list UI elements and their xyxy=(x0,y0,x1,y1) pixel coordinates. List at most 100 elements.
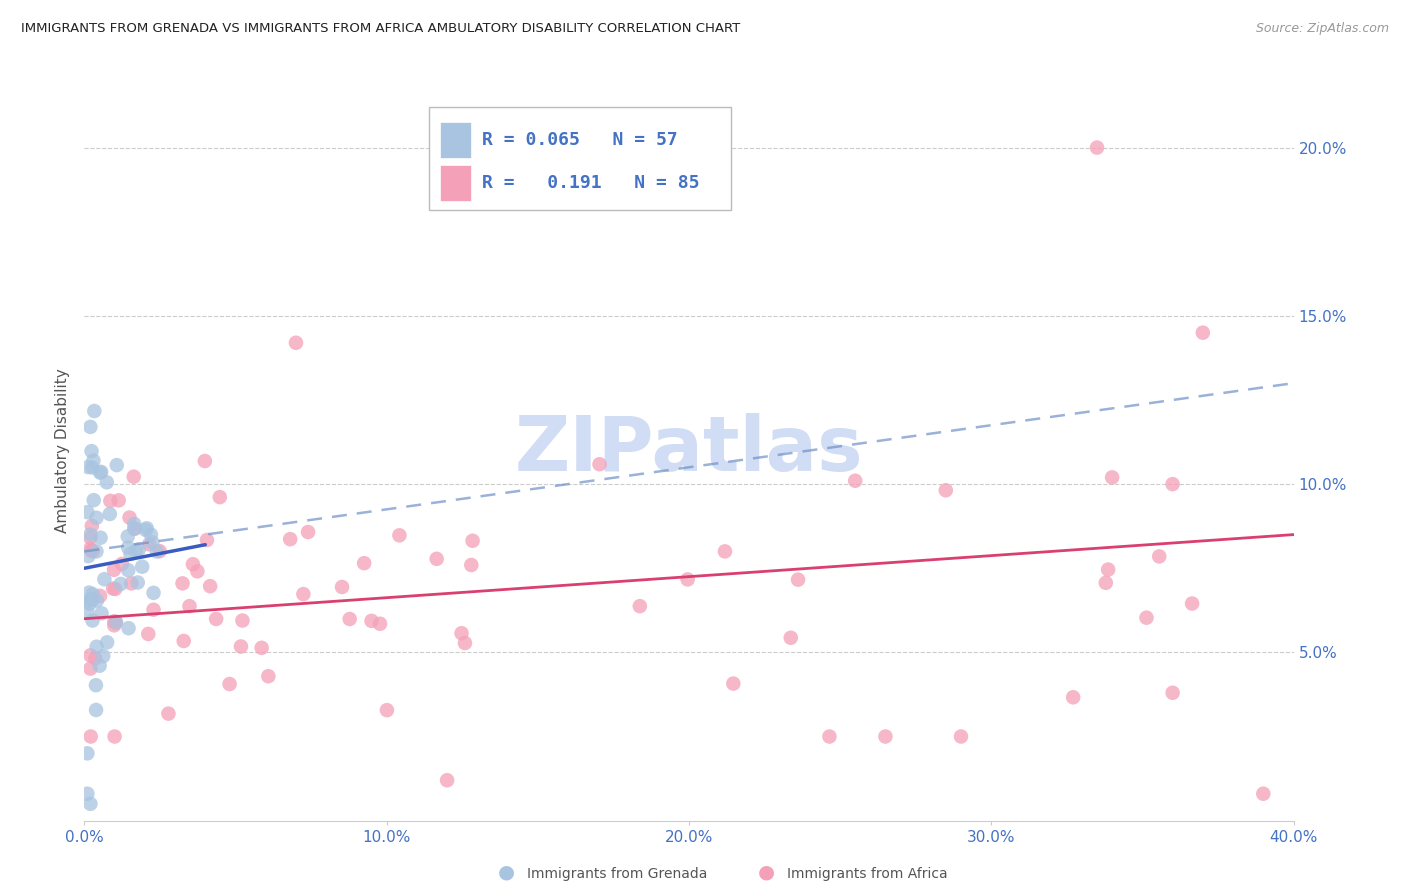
Point xyxy=(208,490,231,504)
Point xyxy=(135,521,157,535)
Point xyxy=(388,528,411,542)
Point xyxy=(127,575,149,590)
Point xyxy=(360,614,382,628)
Point xyxy=(76,505,98,519)
Point xyxy=(76,747,98,761)
Point xyxy=(105,615,128,629)
Point xyxy=(779,631,801,645)
Point xyxy=(79,420,101,434)
Point xyxy=(103,618,125,632)
Point xyxy=(1181,597,1204,611)
Point xyxy=(460,558,482,572)
Point xyxy=(77,549,100,563)
Point xyxy=(91,649,114,664)
Point xyxy=(950,730,973,744)
Point xyxy=(93,572,115,586)
Point xyxy=(1161,686,1184,700)
Point xyxy=(173,634,195,648)
Point xyxy=(250,640,273,655)
Point xyxy=(231,614,253,628)
Point xyxy=(101,582,124,596)
Point xyxy=(1192,326,1215,340)
Point xyxy=(375,703,398,717)
Point xyxy=(83,404,105,418)
Point xyxy=(1094,575,1116,590)
Point xyxy=(676,573,699,587)
Point xyxy=(80,543,103,558)
Point xyxy=(285,335,308,350)
Point xyxy=(172,576,194,591)
Point xyxy=(935,483,957,498)
Point xyxy=(229,640,252,654)
Point xyxy=(120,576,142,591)
Point xyxy=(82,587,104,601)
Point xyxy=(198,579,221,593)
Point xyxy=(257,669,280,683)
Point xyxy=(186,564,208,578)
Point xyxy=(82,544,104,558)
Point xyxy=(79,662,101,676)
Point xyxy=(297,524,319,539)
Text: R =   0.191   N = 85: R = 0.191 N = 85 xyxy=(482,174,700,192)
Point xyxy=(89,466,111,480)
Point xyxy=(818,730,841,744)
Point xyxy=(426,552,449,566)
Point xyxy=(90,607,112,621)
Point xyxy=(195,533,218,547)
Text: ●: ● xyxy=(498,863,515,881)
Point xyxy=(107,493,129,508)
Point xyxy=(128,542,150,557)
Point xyxy=(1097,563,1119,577)
Point xyxy=(104,582,127,596)
Point xyxy=(330,580,353,594)
Point xyxy=(292,587,315,601)
Point xyxy=(122,522,145,536)
Point xyxy=(194,454,217,468)
Point xyxy=(76,605,98,619)
Y-axis label: Ambulatory Disability: Ambulatory Disability xyxy=(55,368,70,533)
Point xyxy=(80,444,103,458)
Point xyxy=(1161,477,1184,491)
Point xyxy=(80,592,103,607)
Point xyxy=(104,730,127,744)
Point xyxy=(83,493,105,508)
Point xyxy=(110,577,132,591)
Point xyxy=(122,516,145,531)
Point xyxy=(1062,690,1084,705)
Point xyxy=(80,592,103,607)
Text: IMMIGRANTS FROM GRENADA VS IMMIGRANTS FROM AFRICA AMBULATORY DISABILITY CORRELAT: IMMIGRANTS FROM GRENADA VS IMMIGRANTS FR… xyxy=(21,22,741,36)
Point xyxy=(117,541,139,555)
Point xyxy=(80,519,103,533)
Point xyxy=(90,465,112,479)
Point xyxy=(86,640,108,654)
Text: ZIPatlas: ZIPatlas xyxy=(515,414,863,487)
Point xyxy=(875,730,897,744)
Point xyxy=(179,599,201,614)
Point xyxy=(146,544,169,558)
Point xyxy=(142,603,165,617)
Point xyxy=(84,651,107,665)
Point xyxy=(82,460,104,475)
Text: Immigrants from Grenada: Immigrants from Grenada xyxy=(527,867,707,881)
Point xyxy=(117,529,139,543)
Point xyxy=(105,458,128,472)
Point xyxy=(628,599,651,614)
Point xyxy=(120,547,142,561)
Point xyxy=(77,460,100,475)
Point xyxy=(79,541,101,556)
Point xyxy=(89,589,111,603)
Point xyxy=(131,559,153,574)
Point xyxy=(86,544,108,558)
Point xyxy=(125,543,148,558)
Point xyxy=(96,475,118,490)
Point xyxy=(1147,549,1170,564)
Point xyxy=(844,474,866,488)
Point xyxy=(339,612,361,626)
Point xyxy=(117,621,139,635)
Point xyxy=(86,510,108,524)
Point xyxy=(714,544,737,558)
Point xyxy=(1101,470,1123,484)
Point xyxy=(89,658,111,673)
Point xyxy=(84,703,107,717)
Point xyxy=(454,636,477,650)
